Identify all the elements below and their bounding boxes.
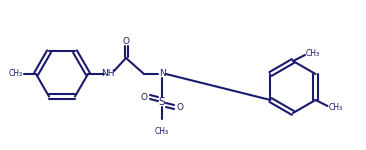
Text: O: O [176, 102, 183, 111]
Text: S: S [159, 97, 165, 107]
Text: O: O [123, 38, 130, 46]
Text: CH₃: CH₃ [329, 102, 343, 111]
Text: CH₃: CH₃ [306, 50, 320, 58]
Text: NH: NH [101, 69, 115, 78]
Text: N: N [158, 69, 165, 78]
Text: O: O [141, 93, 147, 102]
Text: CH₃: CH₃ [9, 69, 23, 78]
Text: CH₃: CH₃ [155, 127, 169, 136]
